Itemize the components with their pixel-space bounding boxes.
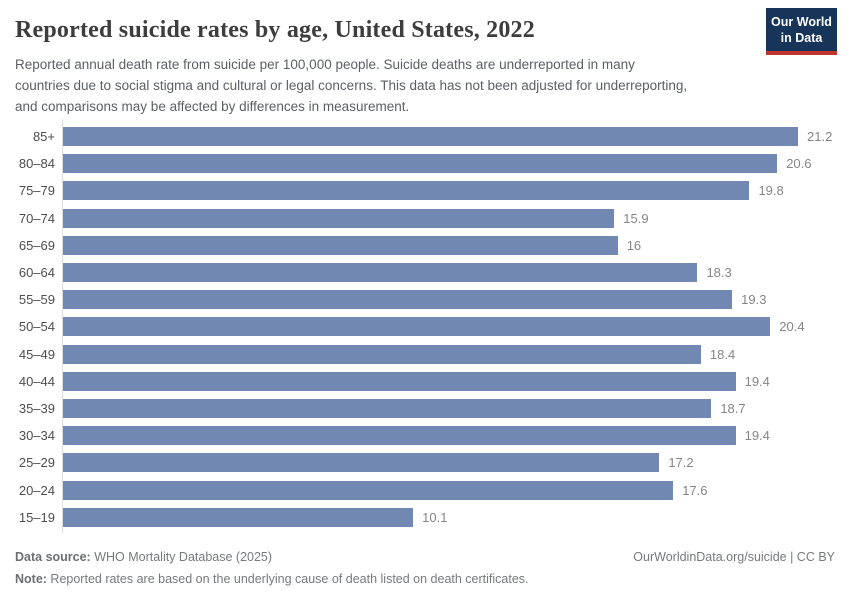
bar[interactable] <box>63 344 701 364</box>
value-label: 18.4 <box>709 346 736 362</box>
bar-track: 20.6 <box>63 154 835 174</box>
bar[interactable] <box>63 181 750 201</box>
bar[interactable] <box>63 453 660 473</box>
bar[interactable] <box>63 507 414 527</box>
bar[interactable] <box>63 154 778 174</box>
bar[interactable] <box>63 426 736 446</box>
bar-rows: 85+ 21.2 80–84 20.6 75–79 19.8 70–74 <box>15 123 835 531</box>
category-label: 35–39 <box>18 400 55 416</box>
value-label: 19.8 <box>758 183 784 199</box>
chart-header: Reported suicide rates by age, United St… <box>0 0 850 117</box>
bar-row: 85+ 21.2 <box>15 123 835 150</box>
category-label: 80–84 <box>18 156 55 172</box>
footer-note: Note: Reported rates are based on the un… <box>15 572 835 587</box>
chart-subtitle: Reported annual death rate from suicide … <box>15 57 688 114</box>
bar-track: 10.1 <box>63 507 835 527</box>
footer-note-text: Reported rates are based on the underlyi… <box>46 572 529 586</box>
bar-track: 20.4 <box>63 317 835 337</box>
value-label: 18.7 <box>720 400 746 416</box>
category-label: 50–54 <box>18 319 55 335</box>
bar-row: 60–64 18.3 <box>15 259 835 286</box>
value-label: 17.2 <box>668 455 694 471</box>
value-label: 16 <box>626 237 642 253</box>
bar-track: 21.2 <box>63 127 835 147</box>
bar-chart: 85+ 21.2 80–84 20.6 75–79 19.8 70–74 <box>15 119 835 533</box>
bar-row: 50–54 20.4 <box>15 313 835 340</box>
category-label: 75–79 <box>18 183 55 199</box>
value-label: 17.6 <box>682 482 708 498</box>
bar-row: 75–79 19.8 <box>15 177 835 204</box>
bar[interactable] <box>63 480 674 500</box>
owid-logo[interactable]: Our World in Data <box>766 8 837 55</box>
bar[interactable] <box>63 317 771 337</box>
category-label: 65–69 <box>18 237 55 253</box>
value-label: 19.3 <box>741 292 767 308</box>
bar-track: 17.6 <box>63 480 835 500</box>
bar-row: 65–69 16 <box>15 232 835 259</box>
bar-row: 20–24 17.6 <box>15 476 835 503</box>
owid-license-link[interactable]: OurWorldinData.org/suicide | CC BY <box>633 550 835 564</box>
category-label: 15–19 <box>18 509 55 525</box>
bar-track: 16 <box>63 235 835 255</box>
bar-row: 25–29 17.2 <box>15 449 835 476</box>
y-axis-line <box>62 119 63 533</box>
bar-row: 30–34 19.4 <box>15 422 835 449</box>
category-label: 40–44 <box>18 373 55 389</box>
bar-track: 18.3 <box>63 263 835 283</box>
bar[interactable] <box>63 235 618 255</box>
category-label: 70–74 <box>18 210 55 226</box>
footer-row-source: Data source: WHO Mortality Database (202… <box>15 550 835 565</box>
bar-row: 70–74 15.9 <box>15 205 835 232</box>
bar[interactable] <box>63 371 736 391</box>
category-label: 60–64 <box>18 265 55 281</box>
owid-logo-line2: in Data <box>780 31 823 45</box>
value-label: 20.4 <box>779 319 805 335</box>
category-label: 85+ <box>32 129 55 145</box>
category-label: 25–29 <box>18 455 55 471</box>
bar[interactable] <box>63 398 712 418</box>
value-label: 18.3 <box>706 265 732 281</box>
bar-track: 19.3 <box>63 290 835 310</box>
chart-footer: Data source: WHO Mortality Database (202… <box>15 550 835 587</box>
data-source-text: WHO Mortality Database (2025) <box>90 550 273 564</box>
bar-track: 17.2 <box>63 453 835 473</box>
owid-logo-line1: Our World <box>771 15 832 29</box>
bar-track: 18.7 <box>63 398 835 418</box>
footer-note-label: Note: <box>15 572 47 586</box>
bar-track: 19.4 <box>63 426 835 446</box>
bar-track: 19.8 <box>63 181 835 201</box>
bar-row: 15–19 10.1 <box>15 504 835 531</box>
bar-row: 35–39 18.7 <box>15 395 835 422</box>
chart-title: Reported suicide rates by age, United St… <box>15 17 535 43</box>
value-label: 10.1 <box>422 509 448 525</box>
bar[interactable] <box>63 263 698 283</box>
category-label: 45–49 <box>18 346 55 362</box>
data-source: Data source: WHO Mortality Database (202… <box>15 550 272 565</box>
category-label: 30–34 <box>18 428 55 444</box>
value-label: 19.4 <box>744 428 770 444</box>
bar-track: 19.4 <box>63 371 835 391</box>
category-label: 20–24 <box>18 482 55 498</box>
bar-track: 18.4 <box>63 344 835 364</box>
bar-row: 40–44 19.4 <box>15 368 835 395</box>
bar-row: 45–49 18.4 <box>15 341 835 368</box>
bar-track: 15.9 <box>63 208 835 228</box>
bar[interactable] <box>63 127 798 147</box>
value-label: 20.6 <box>786 156 812 172</box>
data-source-label: Data source: <box>15 550 91 564</box>
bar-row: 55–59 19.3 <box>15 286 835 313</box>
value-label: 15.9 <box>623 210 649 226</box>
bar[interactable] <box>63 208 615 228</box>
value-label: 19.4 <box>744 373 770 389</box>
bar-row: 80–84 20.6 <box>15 150 835 177</box>
value-label: 21.2 <box>807 129 833 145</box>
category-label: 55–59 <box>18 292 55 308</box>
bar[interactable] <box>63 290 733 310</box>
